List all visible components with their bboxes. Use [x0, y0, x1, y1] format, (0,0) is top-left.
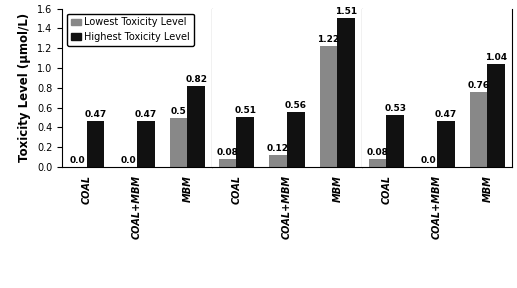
- Text: 0.47: 0.47: [435, 109, 457, 119]
- Text: 0.76: 0.76: [467, 81, 490, 90]
- Bar: [386, 115, 404, 167]
- Text: 0.56: 0.56: [285, 101, 307, 110]
- Text: 0.5: 0.5: [171, 107, 187, 115]
- Bar: [137, 120, 155, 167]
- Text: 0.51: 0.51: [234, 106, 256, 115]
- Text: 0.82: 0.82: [185, 75, 207, 84]
- Bar: [188, 86, 205, 167]
- Text: 0.53: 0.53: [384, 104, 406, 113]
- Legend: Lowest Toxicity Level, Highest Toxicity Level: Lowest Toxicity Level, Highest Toxicity …: [67, 14, 194, 46]
- Text: 0.0: 0.0: [70, 156, 85, 165]
- Bar: [236, 117, 254, 167]
- Text: 1.51: 1.51: [335, 7, 357, 16]
- Y-axis label: Toxicity Level (μmol/L): Toxicity Level (μmol/L): [19, 13, 32, 162]
- Bar: [86, 120, 104, 167]
- Bar: [170, 118, 188, 167]
- Text: 0.0: 0.0: [120, 156, 136, 165]
- Text: 0.47: 0.47: [84, 109, 107, 119]
- Bar: [338, 18, 355, 167]
- Text: 0.08: 0.08: [217, 148, 238, 157]
- Bar: [488, 64, 505, 167]
- Bar: [469, 92, 488, 167]
- Bar: [320, 46, 338, 167]
- Bar: [219, 159, 236, 167]
- Bar: [287, 112, 305, 167]
- Bar: [269, 155, 287, 167]
- Bar: [437, 120, 454, 167]
- Bar: [369, 159, 386, 167]
- Text: 0.12: 0.12: [267, 144, 289, 153]
- Text: 0.0: 0.0: [420, 156, 436, 165]
- Text: 0.47: 0.47: [135, 109, 157, 119]
- Text: 0.08: 0.08: [367, 148, 388, 157]
- Text: 1.22: 1.22: [317, 35, 340, 44]
- Text: 1.04: 1.04: [485, 53, 507, 62]
